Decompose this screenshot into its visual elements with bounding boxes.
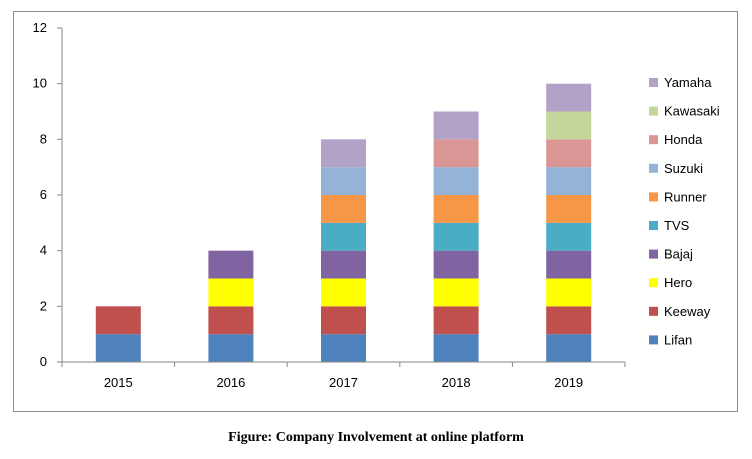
legend-label: Lifan — [664, 332, 692, 347]
bar-segment — [546, 222, 592, 251]
bar-segment — [95, 334, 141, 362]
bar-segment — [546, 278, 592, 307]
y-tick-label: 8 — [40, 131, 47, 146]
legend-swatch — [649, 163, 658, 173]
legend-label: Yamaha — [664, 75, 712, 90]
legend-label: Runner — [664, 189, 707, 204]
bar-segment — [208, 334, 254, 362]
bar-segment — [433, 167, 479, 195]
legend-label: Bajaj — [664, 247, 693, 262]
bar-segment — [208, 250, 254, 279]
bar-segment — [546, 167, 592, 195]
y-tick-label: 2 — [40, 298, 47, 313]
legend-swatch — [649, 249, 658, 259]
legend-swatch — [649, 278, 658, 288]
legend-label: Suzuki — [664, 161, 703, 176]
bar-segment — [433, 139, 479, 168]
y-tick-label: 6 — [40, 187, 47, 202]
x-tick-label: 2017 — [329, 375, 358, 390]
legend-swatch — [649, 221, 658, 230]
legend-swatch — [649, 335, 658, 345]
bar-segment — [321, 195, 366, 223]
bar-segment — [546, 250, 592, 279]
bar-segment — [546, 195, 592, 223]
bar-segment — [321, 167, 366, 195]
legend-label: Kawasaki — [664, 104, 720, 119]
y-tick-label: 12 — [33, 20, 47, 35]
legend-label: Keeway — [664, 304, 711, 319]
bar-segment — [321, 250, 366, 279]
legend-label: Hero — [664, 275, 692, 290]
legend: Yamaha Kawasaki Honda Suzuki Runner TVS Bajaj H… — [649, 75, 720, 347]
legend-swatch — [649, 78, 658, 87]
bar-segment — [321, 334, 366, 362]
x-tick-label: 2019 — [554, 375, 583, 390]
bar-segment — [433, 222, 479, 251]
bar-segment — [433, 111, 479, 140]
bar-segment — [208, 306, 254, 335]
bar-segment — [321, 139, 366, 168]
y-tick-label: 10 — [33, 76, 47, 91]
y-tick-label: 0 — [40, 354, 47, 369]
bar-segment — [321, 306, 366, 335]
legend-label: TVS — [664, 218, 690, 233]
bar-segment — [321, 278, 366, 307]
legend-swatch — [649, 306, 658, 316]
x-tick-label: 2016 — [216, 375, 245, 390]
bars-layer — [95, 83, 592, 362]
bar-segment — [321, 222, 366, 251]
legend-swatch — [649, 106, 658, 116]
bar-segment — [433, 306, 479, 335]
bar-segment — [433, 195, 479, 223]
figure-caption: Figure: Company Involvement at online pl… — [228, 430, 524, 445]
bar-segment — [546, 111, 592, 140]
bar-segment — [433, 278, 479, 307]
bar-segment — [433, 334, 479, 362]
bar-segment — [95, 306, 141, 335]
x-tick-label: 2015 — [104, 375, 133, 390]
legend-swatch — [649, 192, 658, 202]
bar-segment — [546, 334, 592, 362]
y-tick-label: 4 — [40, 243, 47, 258]
x-tick-label: 2018 — [442, 375, 471, 390]
bar-segment — [546, 139, 592, 168]
axes-layer: 0 2 4 6 8 10 12 2015 2016 2017 2018 2019 — [33, 20, 626, 390]
bar-segment — [433, 250, 479, 279]
bar-segment — [546, 83, 592, 112]
legend-label: Honda — [664, 132, 703, 147]
bar-segment — [208, 278, 254, 307]
legend-swatch — [649, 135, 658, 145]
bar-segment — [546, 306, 592, 335]
